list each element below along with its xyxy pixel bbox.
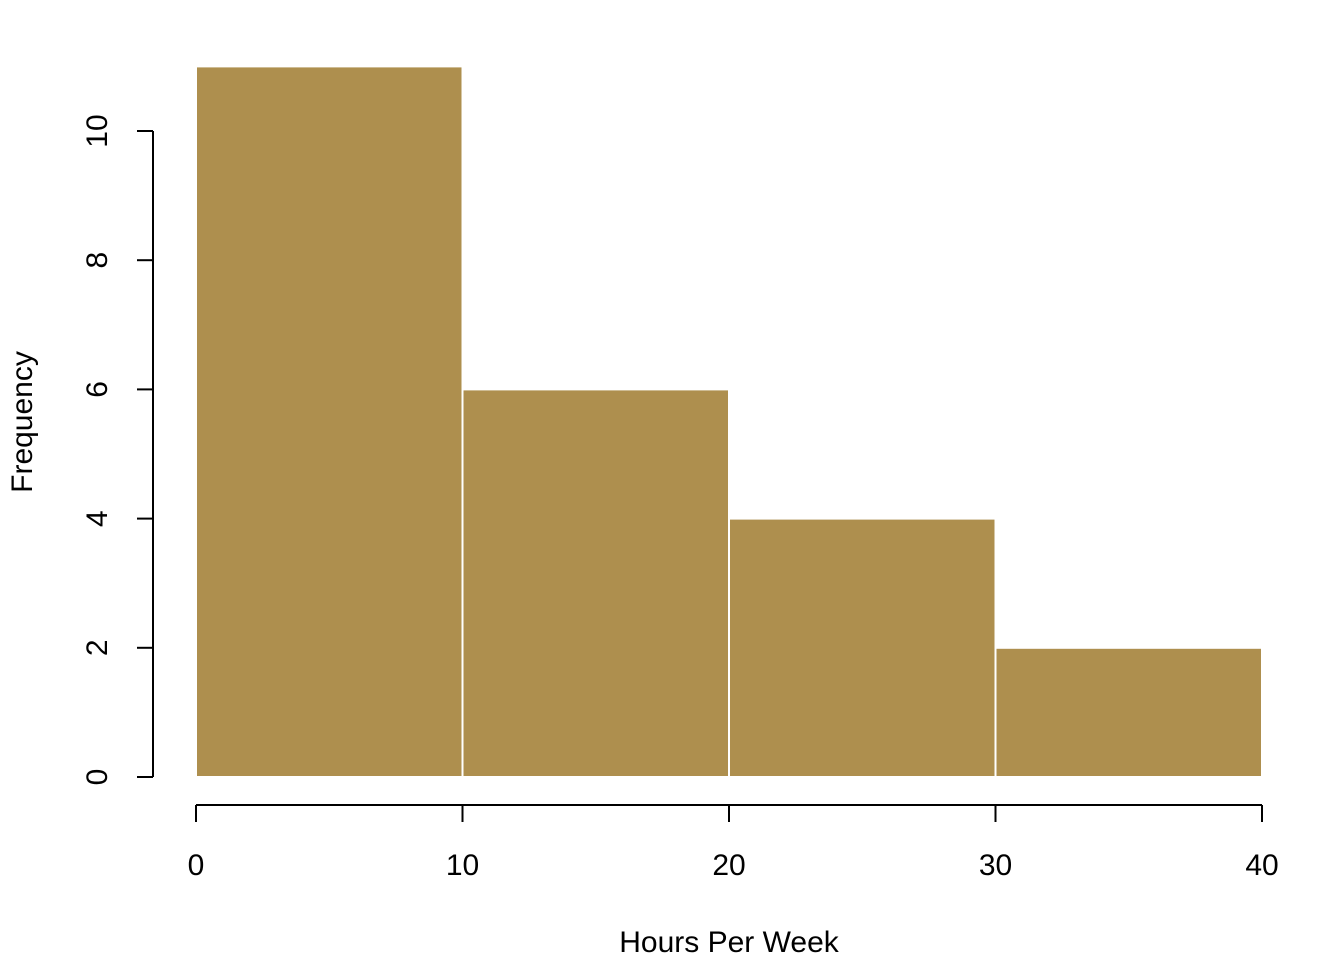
bars-group [195,65,1263,778]
histogram-bar-20-30 [728,517,997,778]
x-tick-label-20: 20 [712,849,745,882]
histogram-bar-10-20 [461,388,730,778]
x-tick-label-30: 30 [979,849,1012,882]
x-tick-label-40: 40 [1245,849,1278,882]
x-tick-label-0: 0 [188,849,205,882]
x-axis-title: Hours Per Week [619,926,840,959]
histogram-bar-30-40 [994,646,1263,778]
y-axis-title: Frequency [6,351,39,493]
y-tick-label-4: 4 [81,510,114,527]
y-tick-label-2: 2 [81,639,114,656]
histogram-bar-0-10 [195,65,464,778]
y-tick-label-8: 8 [81,252,114,269]
x-axis: 0 10 20 30 40 [188,804,1279,882]
y-tick-label-0: 0 [81,769,114,786]
y-tick-label-6: 6 [81,381,114,398]
y-axis: 0 2 4 6 8 10 [81,114,154,786]
x-tick-label-10: 10 [446,849,479,882]
y-tick-label-10: 10 [81,114,114,147]
